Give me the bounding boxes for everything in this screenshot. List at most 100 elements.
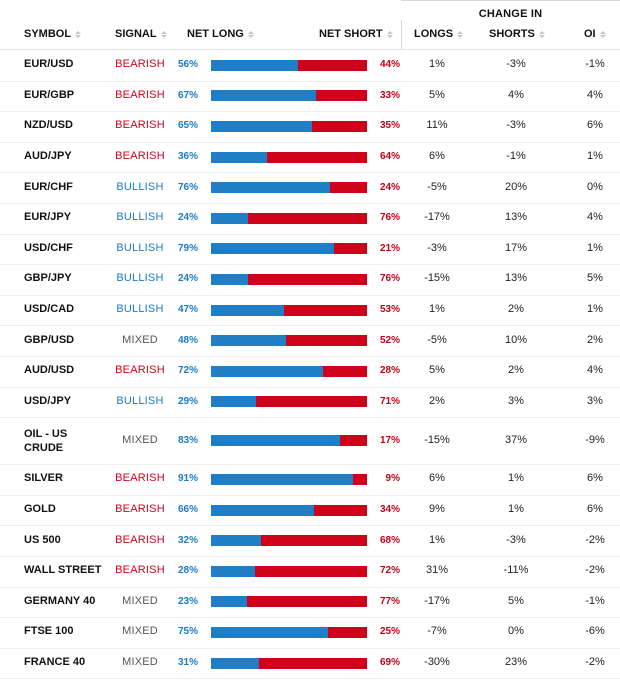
symbol-cell[interactable]: USD/JPY (24, 394, 72, 407)
change-shorts-cell: 1% (508, 472, 524, 485)
change-shorts-cell: 4% (508, 88, 524, 101)
net-long-column-header[interactable]: NET LONG (187, 28, 254, 40)
symbol-cell[interactable]: EUR/USD (24, 58, 74, 71)
sentiment-bar (211, 273, 367, 285)
change-shorts-cell: 5% (508, 594, 524, 607)
net-short-value: 72% (379, 565, 400, 577)
change-oi-cell: -6% (585, 625, 605, 638)
signal-cell: BEARISH (115, 119, 165, 132)
symbol-column-header[interactable]: SYMBOL (24, 28, 82, 40)
table-row[interactable]: EUR/USD BEARISH 56% 44% 1% -3% -1% (0, 50, 620, 82)
net-long-bar-fill (211, 243, 335, 255)
symbol-cell[interactable]: GBP/JPY (24, 272, 72, 285)
symbol-cell[interactable]: US 500 (24, 533, 61, 546)
oi-column-header[interactable]: OI (584, 28, 606, 40)
change-longs-cell: -5% (427, 180, 447, 193)
symbol-cell[interactable]: EUR/GBP (24, 88, 75, 101)
table-row[interactable]: USD/CHF BULLISH 79% 21% -3% 17% 1% (0, 234, 620, 266)
symbol-cell[interactable]: WALL STREET (24, 564, 102, 577)
symbol-cell[interactable]: EUR/CHF (24, 180, 73, 193)
table-row[interactable]: EUR/GBP BEARISH 67% 33% 5% 4% 4% (0, 81, 620, 113)
shorts-column-header[interactable]: SHORTS (489, 28, 545, 40)
net-short-value: 9% (385, 473, 400, 485)
table-row[interactable]: AUD/JPY BEARISH 36% 64% 6% -1% 1% (0, 142, 620, 174)
symbol-cell[interactable]: NZD/USD (24, 119, 73, 132)
change-longs-cell: -5% (427, 333, 447, 346)
sort-icon[interactable] (160, 30, 167, 38)
symbol-cell[interactable]: GOLD (24, 503, 56, 516)
change-longs-cell: -17% (424, 594, 450, 607)
signal-column-header[interactable]: SIGNAL (115, 28, 167, 40)
table-row[interactable]: GBP/USD MIXED 48% 52% -5% 10% 2% (0, 325, 620, 357)
longs-column-header[interactable]: LONGS (414, 28, 464, 40)
table-row[interactable]: USD/CAD BULLISH 47% 53% 1% 2% 1% (0, 295, 620, 327)
net-long-value: 48% (178, 334, 199, 346)
sort-icon[interactable] (538, 30, 545, 38)
table-row[interactable]: GERMANY 40 MIXED 23% 77% -17% 5% -1% (0, 587, 620, 619)
signal-cell: MIXED (122, 656, 158, 669)
change-oi-cell: -2% (585, 656, 605, 669)
signal-cell: BEARISH (115, 88, 165, 101)
sort-icon[interactable] (247, 30, 254, 38)
table-row[interactable]: EUR/JPY BULLISH 24% 76% -17% 13% 4% (0, 203, 620, 235)
net-long-value: 23% (178, 595, 199, 607)
table-row[interactable]: USD/JPY BULLISH 29% 71% 2% 3% 3% (0, 387, 620, 419)
change-shorts-cell: 13% (504, 272, 528, 285)
sentiment-bar (211, 182, 367, 194)
change-in-label: CHANGE IN (478, 8, 543, 20)
net-long-value: 24% (178, 212, 199, 224)
symbol-cell[interactable]: AUD/USD (24, 364, 75, 377)
table-row[interactable]: FTSE 100 MIXED 75% 25% -7% 0% -6% (0, 617, 620, 649)
table-row[interactable]: SILVER BEARISH 91% 9% 6% 1% 6% (0, 464, 620, 496)
table-row[interactable]: US 500 BEARISH 32% 68% 1% -3% -2% (0, 525, 620, 557)
signal-cell: MIXED (122, 433, 158, 446)
net-short-column-header[interactable]: NET SHORT (319, 28, 393, 40)
table-row[interactable]: FRANCE 40 MIXED 31% 69% -30% 23% -2% (0, 648, 620, 680)
table-row[interactable]: GBP/JPY BULLISH 24% 76% -15% 13% 5% (0, 264, 620, 296)
net-long-bar-fill (211, 335, 286, 347)
net-long-value: 91% (178, 473, 199, 485)
change-longs-cell: -15% (424, 272, 450, 285)
symbol-cell[interactable]: USD/CAD (24, 303, 75, 316)
net-long-value: 36% (178, 151, 199, 163)
net-long-bar-fill (211, 151, 268, 163)
sentiment-bar (211, 120, 367, 132)
change-oi-cell: -9% (585, 433, 605, 446)
sentiment-bar (211, 657, 367, 669)
symbol-cell[interactable]: FTSE 100 (24, 625, 74, 638)
table-row[interactable]: OIL - US CRUDE MIXED 83% 17% -15% 37% -9% (0, 417, 620, 466)
table-row[interactable]: AUD/USD BEARISH 72% 28% 5% 2% 4% (0, 356, 620, 388)
net-short-value: 34% (379, 504, 400, 516)
net-long-value: 75% (178, 626, 199, 638)
sort-icon[interactable] (599, 30, 606, 38)
net-long-bar-fill (211, 626, 328, 638)
symbol-cell[interactable]: FRANCE 40 (24, 656, 86, 669)
net-long-bar-fill (211, 90, 316, 102)
signal-cell: BEARISH (115, 564, 165, 577)
net-long-value: 28% (178, 565, 199, 577)
table-row[interactable]: GOLD BEARISH 66% 34% 9% 1% 6% (0, 495, 620, 527)
change-shorts-cell: -11% (503, 564, 529, 577)
net-long-bar-fill (211, 565, 255, 577)
symbol-cell[interactable]: SILVER (24, 472, 63, 485)
symbol-cell[interactable]: GBP/USD (24, 333, 75, 346)
sentiment-bar (211, 335, 367, 347)
change-longs-cell: 1% (429, 303, 445, 316)
change-longs-cell: -30% (424, 656, 450, 669)
sort-icon[interactable] (386, 30, 393, 38)
table-row[interactable]: NZD/USD BEARISH 65% 35% 11% -3% 6% (0, 111, 620, 143)
net-short-value: 35% (379, 120, 400, 132)
net-short-value: 64% (379, 151, 400, 163)
symbol-cell[interactable]: OIL - US CRUDE (24, 427, 68, 454)
symbol-cell[interactable]: USD/CHF (24, 241, 73, 254)
symbol-cell[interactable]: AUD/JPY (24, 150, 72, 163)
symbol-cell[interactable]: EUR/JPY (24, 211, 72, 224)
table-row[interactable]: WALL STREET BEARISH 28% 72% 31% -11% -2% (0, 556, 620, 588)
table-row[interactable]: EUR/CHF BULLISH 76% 24% -5% 20% 0% (0, 172, 620, 204)
sort-icon[interactable] (75, 30, 82, 38)
change-oi-cell: -1% (585, 58, 605, 71)
net-long-bar-fill (211, 212, 249, 224)
sort-icon[interactable] (457, 30, 464, 38)
change-longs-cell: 6% (429, 472, 445, 485)
symbol-cell[interactable]: GERMANY 40 (24, 594, 96, 607)
